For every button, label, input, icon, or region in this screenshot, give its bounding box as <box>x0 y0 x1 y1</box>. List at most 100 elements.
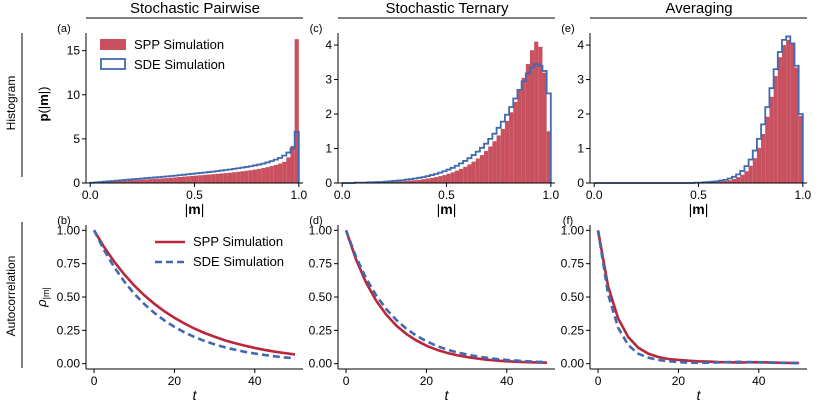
panel-b: (b) 0 20 40 0.00 0.25 0.50 0.75 1.00 t SPP Simulat… <box>57 215 303 403</box>
histogram-bar <box>463 166 468 183</box>
histogram-bar <box>252 169 258 183</box>
panel-d: (d) 0 20 40 0.00 0.25 0.50 0.75 1.00 t <box>309 215 555 403</box>
panel-letter: (a) <box>57 23 70 35</box>
histogram-bar <box>236 171 241 183</box>
histogram-bar <box>450 172 455 183</box>
histogram-bar <box>396 181 401 183</box>
histogram-bar <box>111 181 116 183</box>
histogram-bar <box>529 50 535 183</box>
panel-letter: (b) <box>57 215 70 227</box>
y-tick-label: 0.75 <box>309 257 333 271</box>
sde-line <box>596 230 799 365</box>
histogram-bar <box>736 177 741 183</box>
histogram-bar <box>202 174 208 183</box>
histogram-bar <box>286 157 291 183</box>
spp-line <box>596 230 799 365</box>
histogram-bar <box>761 134 766 183</box>
x-axis-label: |m| <box>689 201 709 217</box>
panel-letter: (f) <box>563 215 573 227</box>
histogram-bar <box>756 147 762 183</box>
histogram-bar <box>404 180 409 183</box>
y-tick-label: 0.25 <box>309 323 333 337</box>
x-tick-label: 0 <box>595 374 602 388</box>
histogram-bar <box>106 181 112 183</box>
x-tick-label: 20 <box>168 374 182 388</box>
sde-step-line <box>342 63 552 184</box>
histogram-bar <box>144 179 149 183</box>
histogram-bar <box>198 175 203 183</box>
histogram-bar <box>488 146 493 183</box>
y-tick-label: 5 <box>73 132 80 146</box>
histogram-bar <box>277 163 283 183</box>
histogram-bar <box>471 161 476 183</box>
histogram-bar <box>509 112 514 183</box>
histogram-bar <box>294 39 299 184</box>
x-axis-label: t <box>193 387 198 403</box>
x-tick-label: 0 <box>343 374 350 388</box>
histogram-bar <box>115 181 120 183</box>
histogram-bar <box>140 179 145 183</box>
histogram-bar <box>521 77 526 183</box>
histogram-bar <box>227 172 233 183</box>
y-tick-label: 3 <box>577 73 584 87</box>
x-tick-label: 1.0 <box>794 188 811 202</box>
histogram-bar <box>190 175 195 183</box>
y-tick-label: 0.75 <box>57 257 81 271</box>
histogram-bar <box>748 165 753 183</box>
histogram-bar <box>425 178 430 183</box>
histogram-bar <box>500 128 505 183</box>
panel-letter: (d) <box>309 215 322 227</box>
column-title: Averaging <box>665 0 732 17</box>
legend-swatch-sde <box>100 58 126 70</box>
histogram-bar <box>513 101 518 183</box>
x-tick-label: 0.0 <box>334 188 351 202</box>
panel-f: (f) 0 20 40 0.00 0.25 0.50 0.75 1.00 t <box>561 215 807 403</box>
legend-swatch-spp <box>100 39 126 50</box>
histogram-bar <box>438 176 443 183</box>
y-tick-label: 0.25 <box>561 323 585 337</box>
histogram-bar <box>232 172 237 183</box>
spp-line <box>344 229 547 365</box>
histogram-bar <box>517 90 522 183</box>
y-tick-label: 1.00 <box>309 223 333 237</box>
x-tick-label: 40 <box>500 374 514 388</box>
histogram-bar <box>496 135 501 183</box>
histogram-bar <box>794 67 799 183</box>
histogram-bar <box>715 181 720 183</box>
sde-line <box>344 229 547 364</box>
x-tick-label: 0.5 <box>438 188 455 202</box>
histogram-bar <box>186 176 191 183</box>
histogram-bar <box>388 181 393 183</box>
y-tick-label: 0.00 <box>57 357 81 371</box>
histogram-bar <box>173 177 178 183</box>
histogram-bar <box>479 155 485 183</box>
row-label: Histogram <box>4 76 18 131</box>
histogram-bar <box>421 179 426 183</box>
histogram-bar <box>417 179 422 183</box>
histogram-bar <box>534 41 539 183</box>
panel-c: (c) 0.0 0.5 1.0 0 1 2 3 4 |m| <box>310 23 560 217</box>
histogram-bar <box>727 180 732 183</box>
row-label: Autocorrelation <box>4 256 18 337</box>
y-tick-label: 15 <box>67 44 81 58</box>
sde-line <box>92 229 296 360</box>
legend-label: SDE Simulation <box>193 254 284 269</box>
histogram-bar <box>240 171 245 183</box>
histogram-bar <box>177 177 182 183</box>
histogram-bar <box>798 115 803 183</box>
x-axis-label: t <box>445 387 450 403</box>
y-tick-label: 1 <box>577 142 584 156</box>
legend-label: SDE Simulation <box>134 57 225 72</box>
y-tick-label: 2 <box>325 107 332 121</box>
histogram-bar <box>156 178 162 183</box>
spp-line <box>92 229 296 356</box>
histogram-bar <box>269 166 274 183</box>
histogram-bar <box>223 173 228 183</box>
x-tick-label: 0.0 <box>586 188 603 202</box>
histogram-bar <box>765 116 770 183</box>
legend-label: SPP Simulation <box>134 37 224 52</box>
histogram-bar <box>400 181 405 183</box>
histogram-bar <box>442 175 447 183</box>
histogram-bar <box>786 39 791 184</box>
